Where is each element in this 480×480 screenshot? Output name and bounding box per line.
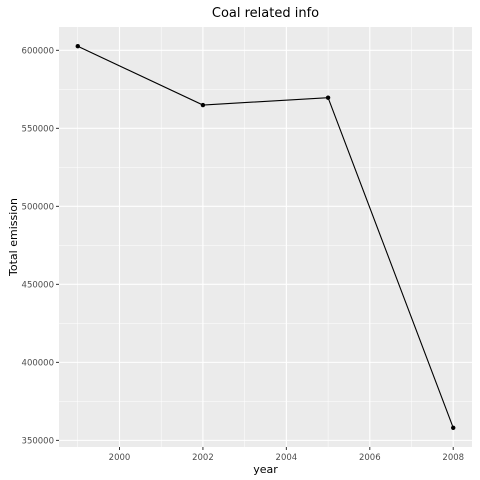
data-point xyxy=(75,44,80,49)
x-axis-title: year xyxy=(253,463,278,476)
minor-gridlines xyxy=(59,27,472,447)
series-line xyxy=(77,45,454,428)
y-tick-label: 400000 xyxy=(22,358,54,368)
y-tick-label: 350000 xyxy=(22,436,54,446)
x-axis: 2000 2002 2004 2006 2008 xyxy=(109,447,464,463)
plot-panel xyxy=(59,27,472,447)
data-point xyxy=(325,95,331,100)
data-series xyxy=(75,44,456,430)
x-tick-label: 2006 xyxy=(359,453,381,463)
y-tick-label: 600000 xyxy=(22,46,54,56)
x-tick-label: 2004 xyxy=(276,453,298,463)
x-tick-label: 2008 xyxy=(442,453,464,463)
data-point xyxy=(451,425,456,430)
y-tick-label: 500000 xyxy=(22,202,54,212)
y-axis: 350000 400000 450000 500000 550000 600000 xyxy=(22,46,59,446)
major-gridlines xyxy=(59,27,472,447)
x-tick-label: 2002 xyxy=(192,453,214,463)
y-axis-title: Total emission xyxy=(7,198,20,277)
chart-title: Coal related info xyxy=(212,6,319,21)
data-point xyxy=(200,102,206,108)
y-tick-label: 550000 xyxy=(22,124,54,134)
y-tick-label: 450000 xyxy=(22,280,54,290)
x-tick-label: 2000 xyxy=(109,453,131,463)
